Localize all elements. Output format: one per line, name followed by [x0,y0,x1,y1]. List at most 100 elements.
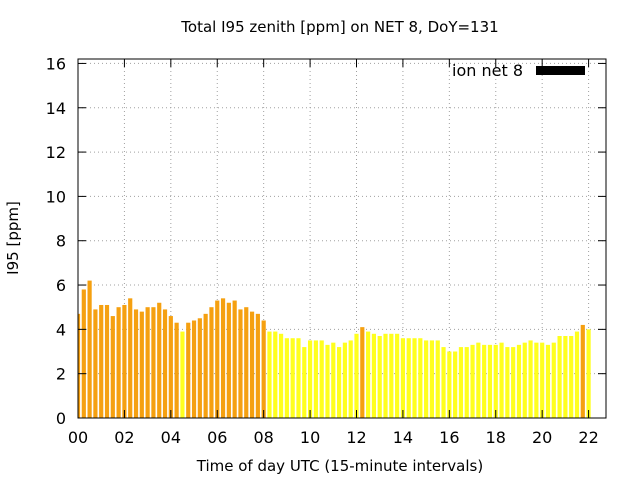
bar [284,338,289,418]
bar [395,333,400,418]
bar [238,309,243,418]
bar [458,347,464,418]
x-tick-label: 22 [578,428,598,447]
legend-swatch [536,66,585,75]
bar [145,307,150,418]
x-axis-title: Time of day UTC (15-minute intervals) [196,457,483,475]
bar [482,344,487,418]
bar [290,338,295,418]
bar [551,342,556,418]
y-axis-title: I95 [ppm] [4,201,22,275]
bar [424,340,429,418]
bar [180,331,185,418]
bar [81,289,86,418]
bar [545,344,551,418]
bar [278,333,284,418]
x-tick-label: 20 [532,428,552,447]
bar [255,313,260,418]
bar [226,302,231,418]
bar [342,342,347,418]
x-tick-label: 08 [253,428,273,447]
bar [435,340,440,418]
bar [87,280,92,418]
bar [174,322,179,418]
bar [331,342,336,418]
bar [516,344,522,418]
bar [325,344,330,418]
bar [232,300,237,418]
bar [360,327,365,418]
y-tick-label: 12 [46,143,66,162]
plot-frame [77,58,607,419]
y-tick-label: 8 [56,232,66,251]
bar [429,340,435,418]
bar [244,307,249,418]
x-tick-label: 18 [486,428,506,447]
bar [104,304,110,418]
y-tick-label: 14 [46,99,66,118]
bar [464,347,469,418]
bar [168,316,173,418]
bar [487,344,493,418]
bar [186,322,191,418]
bar [151,307,156,418]
bar [203,313,208,418]
legend: ion net 8 [452,61,585,80]
bar [78,313,81,418]
bar [307,340,313,418]
bar [337,347,342,418]
bars [78,280,591,418]
bar [563,336,568,418]
bar [139,311,144,418]
bar [412,338,417,418]
bar [157,302,162,418]
bar [319,340,324,418]
bar [261,320,266,418]
bar [249,311,255,418]
bar [505,347,510,418]
y-tick-label: 10 [46,187,66,206]
x-tick-label: 12 [346,428,366,447]
bar [400,338,406,418]
bar [99,304,104,418]
bar [371,333,377,418]
bar [296,338,301,418]
y-tick-label: 4 [56,320,66,339]
bar [586,329,591,418]
bar [522,342,527,418]
bar [557,336,562,418]
x-tick-label: 04 [161,428,181,447]
x-tick-label: 06 [207,428,227,447]
bar [476,342,481,418]
bar [366,331,371,418]
bar [406,338,411,418]
bar [197,318,202,418]
bar [580,324,585,418]
bar [313,340,318,418]
bar [540,342,545,418]
y-tick-label: 0 [56,409,66,428]
legend-label: ion net 8 [452,61,523,80]
bar [191,320,197,418]
bar [273,331,278,418]
bar [110,316,115,418]
bar [574,331,580,418]
bar [93,309,98,418]
bar [354,333,359,418]
bar [418,338,423,418]
bar [389,333,394,418]
bar [569,336,574,418]
x-tick-label: 00 [68,428,88,447]
bar [528,340,533,418]
bar [493,344,498,418]
y-tick-label: 6 [56,276,66,295]
bar [441,347,446,418]
bar [122,304,127,418]
x-tick-label: 16 [439,428,459,447]
x-tick-label: 14 [393,428,413,447]
bar [534,342,539,418]
bar [377,336,382,418]
bar [215,300,220,418]
